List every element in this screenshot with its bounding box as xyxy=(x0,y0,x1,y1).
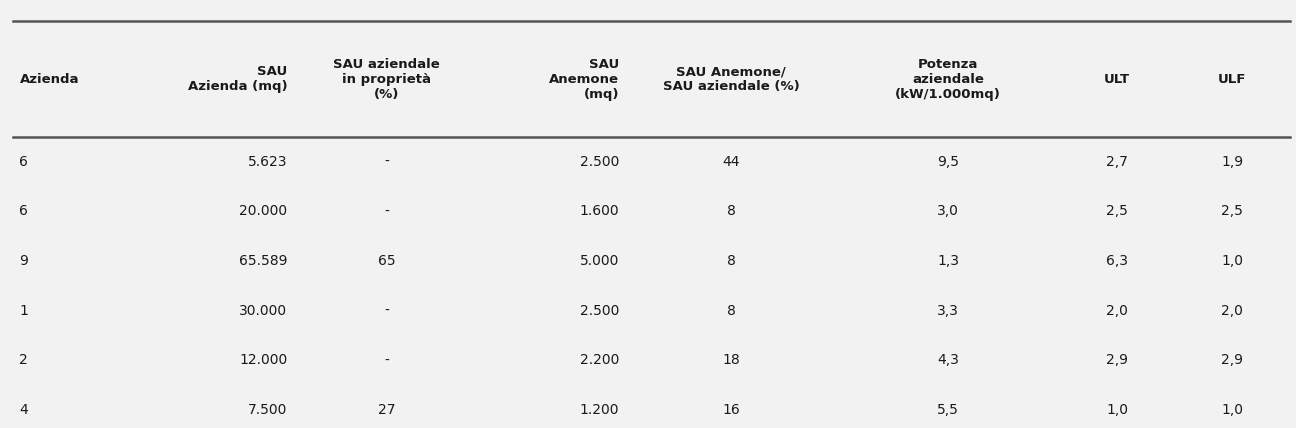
Text: 44: 44 xyxy=(722,155,740,169)
Text: 1,0: 1,0 xyxy=(1221,254,1243,268)
Text: SAU
Anemone
(mq): SAU Anemone (mq) xyxy=(550,58,619,101)
Text: 30.000: 30.000 xyxy=(240,304,288,318)
Text: SAU Anemone/
SAU aziendale (%): SAU Anemone/ SAU aziendale (%) xyxy=(662,65,800,93)
Text: 20.000: 20.000 xyxy=(240,205,288,218)
Text: -: - xyxy=(384,205,389,218)
Text: 2.500: 2.500 xyxy=(579,304,619,318)
Text: 2.500: 2.500 xyxy=(579,155,619,169)
Text: 4: 4 xyxy=(19,403,29,417)
Text: 2,7: 2,7 xyxy=(1107,155,1128,169)
Text: 6: 6 xyxy=(19,205,29,218)
Text: 65.589: 65.589 xyxy=(238,254,288,268)
Text: 18: 18 xyxy=(722,354,740,367)
Text: 5,5: 5,5 xyxy=(937,403,959,417)
Text: 2,5: 2,5 xyxy=(1107,205,1128,218)
Text: 2: 2 xyxy=(19,354,29,367)
Text: 65: 65 xyxy=(377,254,395,268)
Text: 1: 1 xyxy=(19,304,29,318)
Text: 6,3: 6,3 xyxy=(1107,254,1129,268)
Text: 1,9: 1,9 xyxy=(1221,155,1243,169)
Text: 1.600: 1.600 xyxy=(579,205,619,218)
Text: 6: 6 xyxy=(19,155,29,169)
Text: Azienda: Azienda xyxy=(19,73,79,86)
Text: 8: 8 xyxy=(727,304,735,318)
Text: -: - xyxy=(384,354,389,367)
Text: 2.200: 2.200 xyxy=(579,354,619,367)
Text: 8: 8 xyxy=(727,205,735,218)
Text: 1.200: 1.200 xyxy=(579,403,619,417)
Text: 2,9: 2,9 xyxy=(1221,354,1243,367)
Text: 1,0: 1,0 xyxy=(1107,403,1129,417)
Text: Potenza
aziendale
(kW/1.000mq): Potenza aziendale (kW/1.000mq) xyxy=(896,58,1001,101)
Text: 5.623: 5.623 xyxy=(248,155,288,169)
Text: 3,0: 3,0 xyxy=(937,205,959,218)
Text: 16: 16 xyxy=(722,403,740,417)
Text: 9,5: 9,5 xyxy=(937,155,959,169)
Text: 1,0: 1,0 xyxy=(1221,403,1243,417)
Text: 1,3: 1,3 xyxy=(937,254,959,268)
Text: 8: 8 xyxy=(727,254,735,268)
Text: 4,3: 4,3 xyxy=(937,354,959,367)
Text: 2,0: 2,0 xyxy=(1221,304,1243,318)
Text: 3,3: 3,3 xyxy=(937,304,959,318)
Text: -: - xyxy=(384,304,389,318)
Text: 2,0: 2,0 xyxy=(1107,304,1128,318)
Text: ULF: ULF xyxy=(1218,73,1247,86)
Text: ULT: ULT xyxy=(1104,73,1130,86)
Text: -: - xyxy=(384,155,389,169)
Text: 12.000: 12.000 xyxy=(238,354,288,367)
Text: 7.500: 7.500 xyxy=(248,403,288,417)
Text: SAU
Azienda (mq): SAU Azienda (mq) xyxy=(188,65,288,93)
Text: 2,9: 2,9 xyxy=(1107,354,1129,367)
Text: 2,5: 2,5 xyxy=(1221,205,1243,218)
Text: 27: 27 xyxy=(377,403,395,417)
Text: 5.000: 5.000 xyxy=(579,254,619,268)
Text: SAU aziendale
in proprietà
(%): SAU aziendale in proprietà (%) xyxy=(333,58,439,101)
Text: 9: 9 xyxy=(19,254,29,268)
